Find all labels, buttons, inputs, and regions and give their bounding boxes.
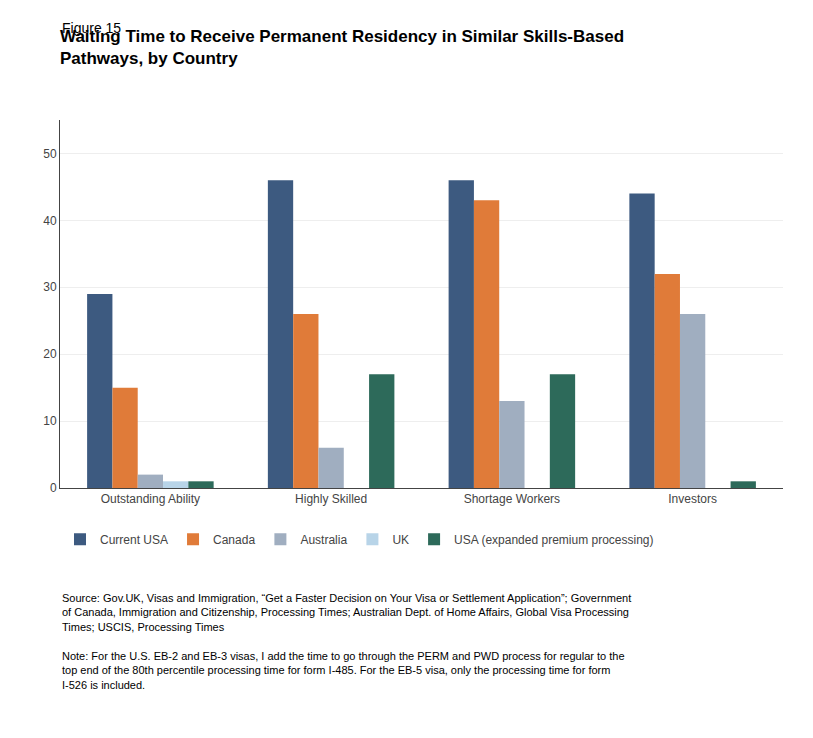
svg-text:Source: Gov.UK, Visas and Immi: Source: Gov.UK, Visas and Immigration, “… <box>62 592 631 633</box>
svg-text:20: 20 <box>43 347 57 361</box>
svg-text:30: 30 <box>43 280 57 294</box>
svg-text:Australia: Australia <box>300 533 347 547</box>
svg-text:0: 0 <box>50 481 57 495</box>
svg-text:USA (expanded premium processi: USA (expanded premium processing) <box>454 533 653 547</box>
svg-text:Outstanding Ability: Outstanding Ability <box>101 492 200 506</box>
svg-text:Shortage Workers: Shortage Workers <box>464 492 561 506</box>
svg-text:Investors: Investors <box>668 492 717 506</box>
svg-text:50: 50 <box>43 147 57 161</box>
svg-text:10: 10 <box>43 414 57 428</box>
svg-text:Highly Skilled: Highly Skilled <box>295 492 367 506</box>
svg-text:Canada: Canada <box>213 533 255 547</box>
svg-text:Note: For the U.S. EB-2 and EB: Note: For the U.S. EB-2 and EB-3 visas, … <box>62 650 625 691</box>
svg-text:Waiting Time to Receive Perman: Waiting Time to Receive Permanent Reside… <box>60 27 624 68</box>
svg-text:Figure 15: Figure 15 <box>62 20 121 36</box>
svg-text:UK: UK <box>392 533 409 547</box>
svg-text:40: 40 <box>43 214 57 228</box>
svg-text:Current USA: Current USA <box>100 533 168 547</box>
